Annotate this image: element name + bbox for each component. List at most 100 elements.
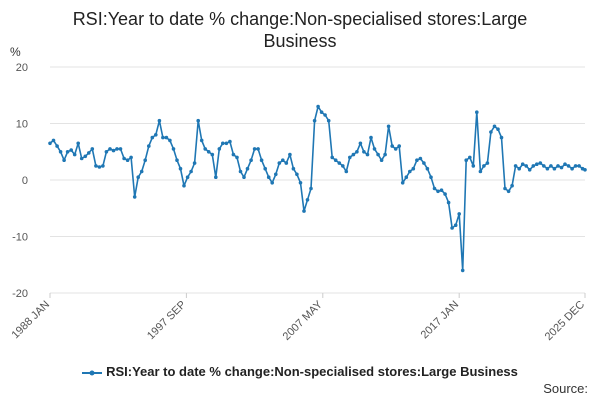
data-point xyxy=(217,147,222,151)
x-tick-label: 2007 MAY xyxy=(281,298,326,343)
y-tick-label: -20 xyxy=(12,288,28,300)
data-point xyxy=(94,164,98,168)
data-point xyxy=(58,150,63,154)
data-point xyxy=(295,172,299,177)
data-point xyxy=(168,138,172,143)
data-point xyxy=(386,124,391,129)
data-point xyxy=(51,138,56,143)
data-point xyxy=(199,138,204,143)
data-point xyxy=(62,158,66,162)
gridlines xyxy=(50,66,585,294)
data-point xyxy=(221,141,225,146)
y-tick-label: 10 xyxy=(16,119,28,131)
data-point xyxy=(203,147,207,151)
data-point xyxy=(79,156,84,161)
data-point xyxy=(549,164,553,168)
data-point xyxy=(379,158,384,162)
data-point xyxy=(319,110,324,114)
data-point xyxy=(464,158,469,162)
data-point xyxy=(245,166,250,171)
data-point xyxy=(284,161,289,165)
data-point xyxy=(542,164,546,168)
y-axis-ticks: 20 10 0 -10 -20 xyxy=(12,62,28,300)
data-point xyxy=(316,104,320,109)
y-tick-label: -10 xyxy=(12,232,28,244)
data-point xyxy=(439,188,444,192)
data-point xyxy=(570,166,574,171)
data-point xyxy=(453,223,458,227)
data-point xyxy=(460,268,465,273)
data-point xyxy=(531,164,536,168)
data-point xyxy=(185,175,190,179)
data-point xyxy=(90,147,95,151)
data-point xyxy=(450,226,454,230)
data-point xyxy=(231,152,236,157)
data-point xyxy=(422,161,426,165)
data-point xyxy=(274,172,278,177)
data-point xyxy=(309,186,313,191)
data-point xyxy=(302,209,306,213)
data-point xyxy=(552,166,557,171)
data-point xyxy=(129,155,133,160)
data-point xyxy=(256,147,260,151)
data-point xyxy=(404,175,409,179)
data-point xyxy=(122,156,126,161)
data-point xyxy=(362,150,366,154)
data-point xyxy=(235,155,239,160)
data-point xyxy=(164,135,169,140)
data-point xyxy=(326,118,331,123)
data-point xyxy=(344,169,349,174)
data-point xyxy=(224,141,229,146)
data-point xyxy=(443,192,447,196)
data-point xyxy=(157,118,162,123)
data-point xyxy=(369,135,373,140)
data-point xyxy=(161,135,165,140)
data-point xyxy=(101,164,105,168)
data-point xyxy=(559,165,564,170)
data-point xyxy=(115,147,119,151)
data-point xyxy=(577,164,581,168)
data-point xyxy=(365,152,370,157)
data-point xyxy=(196,118,200,123)
data-point xyxy=(492,124,497,129)
data-point xyxy=(136,175,140,179)
data-point xyxy=(55,144,59,148)
data-point xyxy=(478,169,483,174)
data-point xyxy=(475,110,479,114)
data-point xyxy=(266,175,271,179)
data-point xyxy=(513,164,518,168)
data-point xyxy=(189,169,193,174)
data-point xyxy=(252,147,257,151)
data-point xyxy=(277,161,282,165)
y-tick-label: 20 xyxy=(16,62,28,74)
data-point xyxy=(72,152,77,157)
data-point xyxy=(323,113,327,117)
data-point xyxy=(468,155,472,160)
data-point xyxy=(499,135,504,140)
data-point xyxy=(351,152,356,157)
data-point xyxy=(87,151,91,155)
source-label: Source: xyxy=(543,381,588,396)
data-point xyxy=(48,141,52,146)
data-point xyxy=(150,135,155,140)
data-point xyxy=(496,127,500,131)
data-point xyxy=(415,158,419,162)
legend: RSI:Year to date % change:Non-specialise… xyxy=(0,364,600,379)
data-point xyxy=(108,147,112,151)
data-point xyxy=(390,144,395,148)
data-point xyxy=(429,175,433,179)
data-point xyxy=(400,181,405,185)
data-point xyxy=(383,152,387,157)
data-point xyxy=(432,186,437,191)
data-point xyxy=(527,168,532,172)
data-point xyxy=(281,158,285,162)
data-point xyxy=(348,155,352,160)
data-point xyxy=(97,165,102,169)
data-point xyxy=(147,144,151,148)
x-tick-label: 2017 JAN xyxy=(419,299,462,342)
data-point xyxy=(291,166,296,171)
data-point xyxy=(520,162,525,166)
data-point xyxy=(482,164,486,168)
data-point xyxy=(139,169,144,174)
